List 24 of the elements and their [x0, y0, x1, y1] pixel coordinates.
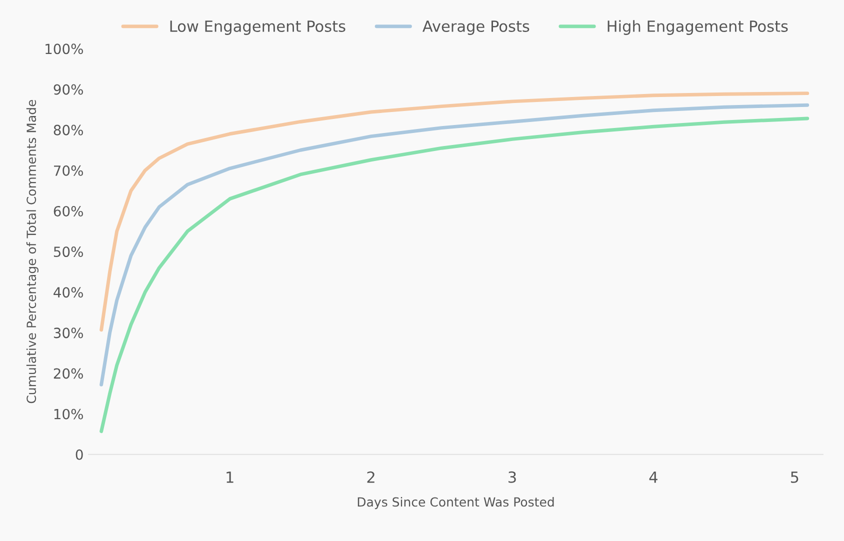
y-tick-label: 30%	[54, 328, 83, 338]
y-tick-label: 60%	[54, 206, 83, 216]
x-tick-label: 4	[649, 472, 658, 483]
x-axis-title: Days Since Content Was Posted	[358, 497, 554, 510]
y-tick-label: 100%	[46, 44, 83, 54]
line-series	[100, 103, 810, 386]
x-tick-label: 3	[508, 471, 516, 483]
x-tick-label: 2	[367, 471, 374, 483]
line-series	[100, 116, 810, 434]
x-tick-label: 5	[790, 472, 798, 483]
line-series	[100, 92, 810, 332]
legend-label: High Engagement Posts	[608, 20, 788, 35]
y-axis-title: Cumulative Percentage of Total Comments Made	[26, 100, 38, 404]
x-tick-label: 1	[226, 472, 234, 483]
legend-label: Low Engagement Posts	[170, 20, 346, 35]
y-tick-label: 70%	[54, 165, 83, 176]
y-tick-label: 50%	[54, 246, 83, 258]
y-tick-label: 90%	[54, 84, 83, 95]
y-tick-label: 40%	[54, 287, 83, 298]
y-tick-label: 20%	[54, 368, 83, 379]
y-tick-label: 0	[76, 449, 83, 460]
y-tick-label: 10%	[54, 408, 83, 420]
y-tick-label: 80%	[54, 124, 83, 136]
legend-label: Average Posts	[422, 20, 530, 35]
